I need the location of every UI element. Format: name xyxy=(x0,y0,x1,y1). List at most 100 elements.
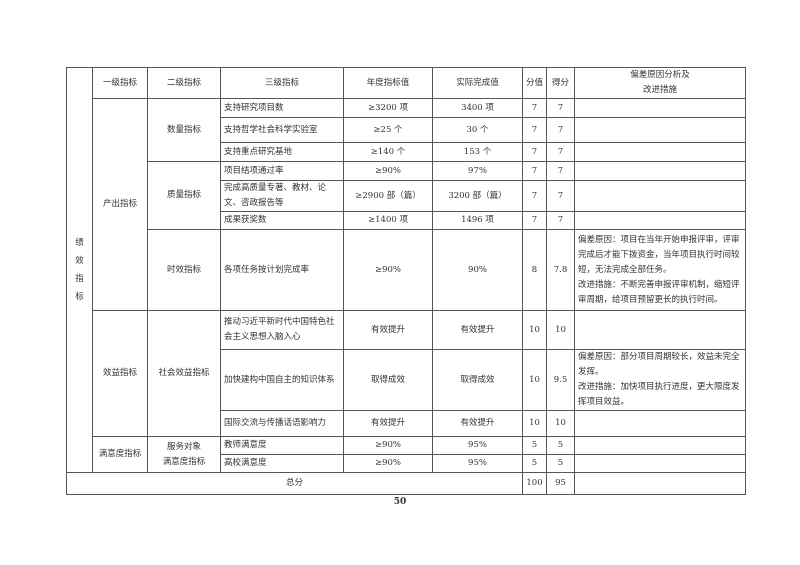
analysis xyxy=(574,98,746,118)
header-level2: 二级指标 xyxy=(147,67,221,99)
score: 9.5 xyxy=(546,349,575,411)
indicator: 推动习近平新时代中国特色社会主义思想入脑入心 xyxy=(220,310,344,350)
table-row: 时效指标 各项任务按计划完成率 ≥90% 90% 8 7.8 偏差原因：项目在当年开始申报… xyxy=(67,229,746,311)
target: ≥90% xyxy=(343,161,433,181)
indicator: 成果获奖数 xyxy=(220,211,344,230)
indicator: 支持研究项目数 xyxy=(220,98,344,118)
target: ≥90% xyxy=(343,454,433,473)
header-level1: 一级指标 xyxy=(92,67,148,99)
weight: 8 xyxy=(522,229,547,311)
score: 10 xyxy=(546,310,575,350)
table-row: 效益指标 社会效益指标 推动习近平新时代中国特色社会主义思想入脑入心 有效提升 有效… xyxy=(67,310,746,437)
header-score: 得分 xyxy=(546,67,575,99)
total-weight: 100 xyxy=(522,472,547,495)
performance-table: 绩效指标 一级指标 二级指标 三级指标 年度指标值 实际完成值 分值 得分 偏差… xyxy=(66,67,746,495)
weight: 7 xyxy=(522,211,547,230)
target: ≥25 个 xyxy=(343,117,433,143)
header-weight: 分值 xyxy=(522,67,547,99)
table-row: 国际交流与传播话语影响力 有效提升 有效提升 10 10 xyxy=(67,410,746,437)
score: 7 xyxy=(546,211,575,230)
subgroup-quantity: 数量指标 xyxy=(147,98,221,162)
indicator: 项目结项通过率 xyxy=(220,161,344,181)
header-actual: 实际完成值 xyxy=(432,67,523,99)
group-benefit: 效益指标 xyxy=(92,310,148,437)
score: 5 xyxy=(546,454,575,473)
actual: 有效提升 xyxy=(432,310,523,350)
score: 7.8 xyxy=(546,229,575,311)
score: 7 xyxy=(546,98,575,118)
weight: 5 xyxy=(522,454,547,473)
target: ≥2900 部（篇） xyxy=(343,180,433,212)
analysis: 偏差原因：部分项目周期较长，效益未完全发挥。 改进措施：加快项目执行进度，更大限度… xyxy=(574,349,746,411)
total-analysis xyxy=(574,472,746,495)
header-row: 绩效指标 一级指标 二级指标 三级指标 年度指标值 实际完成值 分值 得分 偏差… xyxy=(66,67,746,473)
score: 7 xyxy=(546,117,575,143)
analysis xyxy=(574,436,746,455)
score: 5 xyxy=(546,436,575,455)
table-row: 满意度指标 服务对象 满意度指标 教师满意度 ≥90% 95% 5 5 xyxy=(67,436,746,473)
indicator: 各项任务按计划完成率 xyxy=(220,229,344,311)
total-label: 总分 xyxy=(66,472,523,495)
group-output: 产出指标 xyxy=(92,98,148,311)
actual: 有效提升 xyxy=(432,410,523,437)
score: 7 xyxy=(546,180,575,212)
table-row: 质量指标 项目结项通过率 ≥90% 97% 7 7 xyxy=(67,161,746,230)
actual: 30 个 xyxy=(432,117,523,143)
target: 有效提升 xyxy=(343,310,433,350)
page-number: 50 xyxy=(393,497,407,507)
indicator: 国际交流与传播话语影响力 xyxy=(220,410,344,437)
total-row: 总分 100 95 xyxy=(66,472,746,495)
analysis xyxy=(574,161,746,181)
indicator: 高校满意度 xyxy=(220,454,344,473)
header-analysis: 偏差原因分析及 改进措施 xyxy=(574,67,746,99)
indicator: 支持哲学社会科学实验室 xyxy=(220,117,344,143)
table-row: 完成高质量专著、教材、论文、咨政报告等 ≥2900 部（篇） 3200 部（篇） 7 7 xyxy=(67,180,746,212)
analysis xyxy=(574,180,746,212)
target: ≥1400 项 xyxy=(343,211,433,230)
actual: 3400 项 xyxy=(432,98,523,118)
analysis: 偏差原因：项目在当年开始申报评审，评审完成后才能下拨资金，当年项目执行时间较短，… xyxy=(574,229,746,311)
indicator: 支持重点研究基地 xyxy=(220,142,344,162)
actual: 1496 项 xyxy=(432,211,523,230)
weight: 7 xyxy=(522,117,547,143)
target: 取得成效 xyxy=(343,349,433,411)
target: 有效提升 xyxy=(343,410,433,437)
score: 7 xyxy=(546,161,575,181)
header-target: 年度指标值 xyxy=(343,67,433,99)
indicator: 教师满意度 xyxy=(220,436,344,455)
target: ≥3200 项 xyxy=(343,98,433,118)
actual: 90% xyxy=(432,229,523,311)
subgroup-social: 社会效益指标 xyxy=(147,310,221,437)
weight: 7 xyxy=(522,98,547,118)
actual: 153 个 xyxy=(432,142,523,162)
actual: 95% xyxy=(432,454,523,473)
side-label: 绩效指标 xyxy=(66,67,93,473)
weight: 10 xyxy=(522,410,547,437)
weight: 7 xyxy=(522,180,547,212)
group-satisfaction: 满意度指标 xyxy=(92,436,148,473)
actual: 97% xyxy=(432,161,523,181)
weight: 5 xyxy=(522,436,547,455)
analysis xyxy=(574,211,746,230)
analysis xyxy=(574,310,746,350)
header-level3: 三级指标 xyxy=(220,67,344,99)
actual: 取得成效 xyxy=(432,349,523,411)
indicator: 完成高质量专著、教材、论文、咨政报告等 xyxy=(220,180,344,212)
score: 7 xyxy=(546,142,575,162)
actual: 3200 部（篇） xyxy=(432,180,523,212)
weight: 10 xyxy=(522,310,547,350)
subgroup-service: 服务对象 满意度指标 xyxy=(147,436,221,473)
target: ≥140 个 xyxy=(343,142,433,162)
indicator: 加快建构中国自主的知识体系 xyxy=(220,349,344,411)
analysis xyxy=(574,410,746,437)
score: 10 xyxy=(546,410,575,437)
subgroup-quality: 质量指标 xyxy=(147,161,221,230)
weight: 7 xyxy=(522,161,547,181)
target: ≥90% xyxy=(343,436,433,455)
analysis xyxy=(574,454,746,473)
subgroup-timeliness: 时效指标 xyxy=(147,229,221,311)
